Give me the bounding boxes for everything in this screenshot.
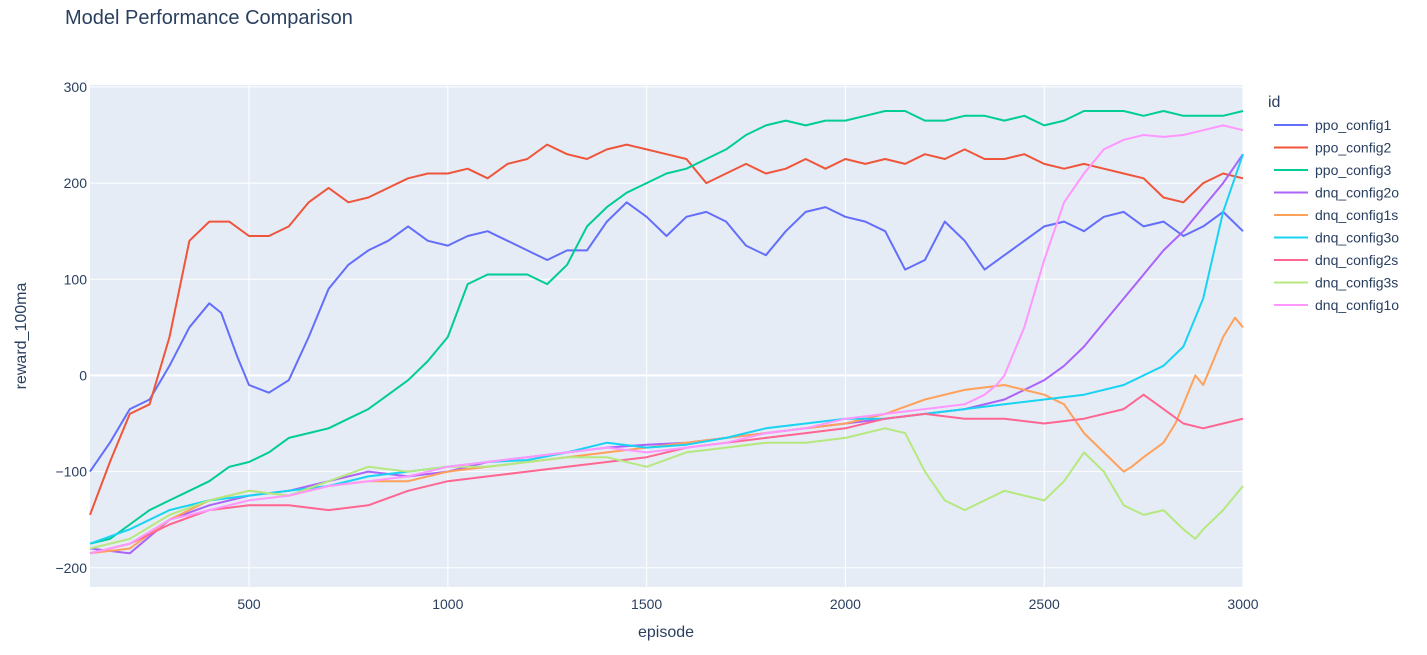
legend-item-ppo_config1[interactable]: ppo_config1 — [1274, 117, 1392, 133]
legend-label: dnq_config3o — [1315, 230, 1399, 246]
legend-item-dnq_config2o[interactable]: dnq_config2o — [1274, 185, 1399, 201]
chart-title: Model Performance Comparison — [65, 7, 353, 29]
legend-label: dnq_config2o — [1315, 185, 1399, 201]
y-tick-label: 200 — [64, 175, 88, 191]
x-grid — [248, 85, 1244, 587]
legend-item-ppo_config3[interactable]: ppo_config3 — [1274, 162, 1392, 178]
y-axis-title: reward_100ma — [13, 283, 30, 390]
legend: id ppo_config1 ppo_config2 ppo_config3 dnq_… — [1268, 94, 1399, 313]
series-line-dnq_config3s[interactable] — [89, 427, 1244, 550]
y-tick-label: 0 — [79, 367, 87, 383]
x-tick-label: 3000 — [1227, 596, 1258, 612]
series-line-ppo_config3[interactable] — [89, 110, 1244, 545]
series-line-dnq_config1o[interactable] — [89, 124, 1244, 555]
x-tick-label: 2500 — [1029, 596, 1060, 612]
legend-title: id — [1268, 94, 1280, 111]
y-tick-label: 300 — [64, 79, 88, 95]
legend-label: ppo_config2 — [1315, 140, 1392, 156]
x-tick-label: 1000 — [432, 596, 463, 612]
legend-label: dnq_config1s — [1315, 207, 1398, 223]
x-tick-label: 500 — [237, 596, 261, 612]
legend-label: dnq_config1o — [1315, 297, 1399, 313]
y-tick-label: 100 — [64, 271, 88, 287]
series-line-dnq_config3o[interactable] — [89, 153, 1244, 545]
legend-label: ppo_config1 — [1315, 117, 1392, 133]
legend-items: ppo_config1 ppo_config2 ppo_config3 dnq_con… — [1274, 117, 1399, 313]
legend-item-dnq_config1o[interactable]: dnq_config1o — [1274, 297, 1399, 313]
x-tick-label: 2000 — [830, 596, 861, 612]
legend-label: ppo_config3 — [1315, 162, 1392, 178]
y-tick-label: −100 — [55, 464, 87, 480]
legend-label: dnq_config3s — [1315, 275, 1398, 291]
legend-item-ppo_config2[interactable]: ppo_config2 — [1274, 140, 1392, 156]
y-axis: −200 −100 0 100 200 300 — [55, 79, 87, 576]
series-line-ppo_config1[interactable] — [89, 201, 1244, 473]
x-axis-title: episode — [638, 624, 694, 641]
y-tick-label: −200 — [55, 560, 87, 576]
plot-area — [90, 85, 1243, 587]
legend-item-dnq_config3o[interactable]: dnq_config3o — [1274, 230, 1399, 246]
series-layer — [89, 110, 1244, 555]
legend-label: dnq_config2s — [1315, 252, 1398, 268]
legend-item-dnq_config2s[interactable]: dnq_config2s — [1274, 252, 1398, 268]
legend-item-dnq_config3s[interactable]: dnq_config3s — [1274, 275, 1398, 291]
series-line-ppo_config2[interactable] — [89, 143, 1244, 516]
legend-item-dnq_config1s[interactable]: dnq_config1s — [1274, 207, 1398, 223]
x-tick-label: 1500 — [631, 596, 662, 612]
x-axis: 500 1000 1500 2000 2500 3000 — [237, 596, 1258, 612]
